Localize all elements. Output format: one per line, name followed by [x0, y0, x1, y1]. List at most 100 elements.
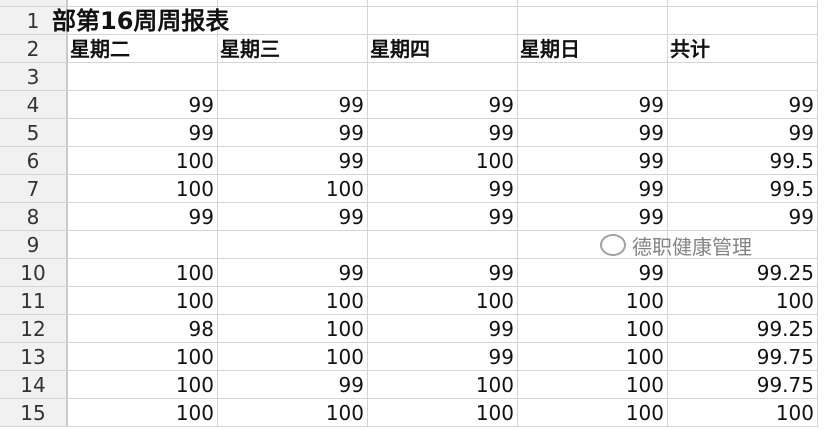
cell[interactable] — [218, 63, 368, 90]
header-cell[interactable]: 星期日 — [518, 35, 668, 62]
cell[interactable]: 99 — [218, 91, 368, 118]
row-header[interactable]: 15 — [0, 399, 68, 426]
cell[interactable]: 100 — [518, 343, 668, 370]
header-cell[interactable]: 星期四 — [368, 35, 518, 62]
cell[interactable] — [518, 7, 668, 34]
table-row: 12 98 100 99 100 99.25 — [0, 315, 818, 343]
row-header[interactable]: 7 — [0, 175, 68, 202]
cell[interactable] — [68, 231, 218, 258]
cell[interactable]: 99 — [218, 259, 368, 286]
cell[interactable]: 100 — [668, 399, 818, 426]
cell[interactable] — [368, 231, 518, 258]
cell[interactable]: 99.5 — [668, 175, 818, 202]
cell[interactable] — [368, 7, 518, 34]
cell[interactable] — [218, 0, 368, 6]
cell[interactable]: 99 — [368, 259, 518, 286]
cell[interactable]: 100 — [518, 315, 668, 342]
row-header[interactable]: 1 — [0, 7, 68, 34]
cell[interactable] — [518, 231, 668, 258]
cell[interactable]: 99 — [668, 91, 818, 118]
row-header[interactable]: 6 — [0, 147, 68, 174]
sheet-title: 部第16周周报表 — [52, 7, 230, 35]
row-header[interactable]: 2 — [0, 35, 68, 62]
cell[interactable]: 100 — [218, 175, 368, 202]
row-header[interactable]: 9 — [0, 231, 68, 258]
cell[interactable] — [668, 231, 818, 258]
cell[interactable] — [518, 0, 668, 6]
cell[interactable]: 99.5 — [668, 147, 818, 174]
cell[interactable]: 99.25 — [668, 315, 818, 342]
row-header[interactable]: 14 — [0, 371, 68, 398]
cell[interactable] — [368, 63, 518, 90]
row-header[interactable]: 3 — [0, 63, 68, 90]
cell[interactable] — [668, 7, 818, 34]
watermark-text: 德职健康管理 — [632, 234, 752, 259]
cell[interactable]: 99 — [218, 119, 368, 146]
cell[interactable]: 100 — [68, 175, 218, 202]
cell[interactable]: 99 — [368, 119, 518, 146]
cell[interactable]: 100 — [68, 259, 218, 286]
cell[interactable]: 99 — [218, 147, 368, 174]
cell[interactable]: 99 — [68, 203, 218, 230]
cell[interactable]: 100 — [368, 147, 518, 174]
cell[interactable]: 100 — [218, 287, 368, 314]
cell[interactable]: 99 — [518, 203, 668, 230]
cell[interactable]: 99.75 — [668, 343, 818, 370]
cell[interactable]: 99 — [218, 371, 368, 398]
row-header[interactable]: 4 — [0, 91, 68, 118]
cell[interactable]: 99 — [668, 203, 818, 230]
cell[interactable]: 99 — [518, 119, 668, 146]
cell[interactable]: 100 — [518, 287, 668, 314]
cell[interactable] — [68, 0, 218, 6]
row-header[interactable]: 13 — [0, 343, 68, 370]
row-header[interactable]: 11 — [0, 287, 68, 314]
cell[interactable]: 100 — [68, 287, 218, 314]
cell[interactable]: 99 — [518, 91, 668, 118]
cell[interactable]: 100 — [68, 147, 218, 174]
row-header[interactable] — [0, 0, 68, 6]
cell[interactable] — [668, 63, 818, 90]
cell[interactable]: 100 — [218, 399, 368, 426]
cell[interactable]: 100 — [368, 287, 518, 314]
cell[interactable]: 99 — [68, 119, 218, 146]
cell[interactable]: 100 — [518, 371, 668, 398]
cell[interactable] — [518, 63, 668, 90]
cell[interactable]: 99 — [518, 175, 668, 202]
row-header[interactable]: 10 — [0, 259, 68, 286]
cell[interactable]: 99.75 — [668, 371, 818, 398]
title-cell[interactable]: 部第16周周报表 — [52, 7, 229, 35]
cell[interactable]: 100 — [68, 399, 218, 426]
cell[interactable] — [668, 0, 818, 6]
header-cell[interactable]: 星期三 — [218, 35, 368, 62]
cell[interactable] — [218, 7, 368, 34]
cell[interactable] — [218, 231, 368, 258]
cell[interactable]: 99 — [218, 203, 368, 230]
cell[interactable] — [68, 63, 218, 90]
cell[interactable]: 99 — [668, 119, 818, 146]
cell[interactable]: 100 — [68, 343, 218, 370]
cell[interactable]: 99 — [68, 91, 218, 118]
cell[interactable]: 99.25 — [668, 259, 818, 286]
cell[interactable]: 99 — [368, 91, 518, 118]
cell[interactable]: 98 — [68, 315, 218, 342]
cell[interactable]: 99 — [518, 259, 668, 286]
table-row: 14 100 99 100 100 99.75 — [0, 371, 818, 399]
cell[interactable]: 99 — [368, 203, 518, 230]
cell[interactable]: 100 — [368, 371, 518, 398]
cell[interactable]: 100 — [368, 399, 518, 426]
cell[interactable]: 99 — [368, 175, 518, 202]
cell[interactable]: 99 — [368, 343, 518, 370]
header-cell[interactable]: 共计 — [668, 35, 818, 62]
row-header[interactable]: 8 — [0, 203, 68, 230]
cell[interactable]: 100 — [68, 371, 218, 398]
cell[interactable]: 100 — [668, 287, 818, 314]
row-header[interactable]: 12 — [0, 315, 68, 342]
cell[interactable]: 99 — [368, 315, 518, 342]
cell[interactable]: 100 — [218, 343, 368, 370]
row-header[interactable]: 5 — [0, 119, 68, 146]
cell[interactable] — [368, 0, 518, 6]
header-cell[interactable]: 星期二 — [68, 35, 218, 62]
cell[interactable]: 99 — [518, 147, 668, 174]
cell[interactable]: 100 — [218, 315, 368, 342]
cell[interactable]: 100 — [518, 399, 668, 426]
